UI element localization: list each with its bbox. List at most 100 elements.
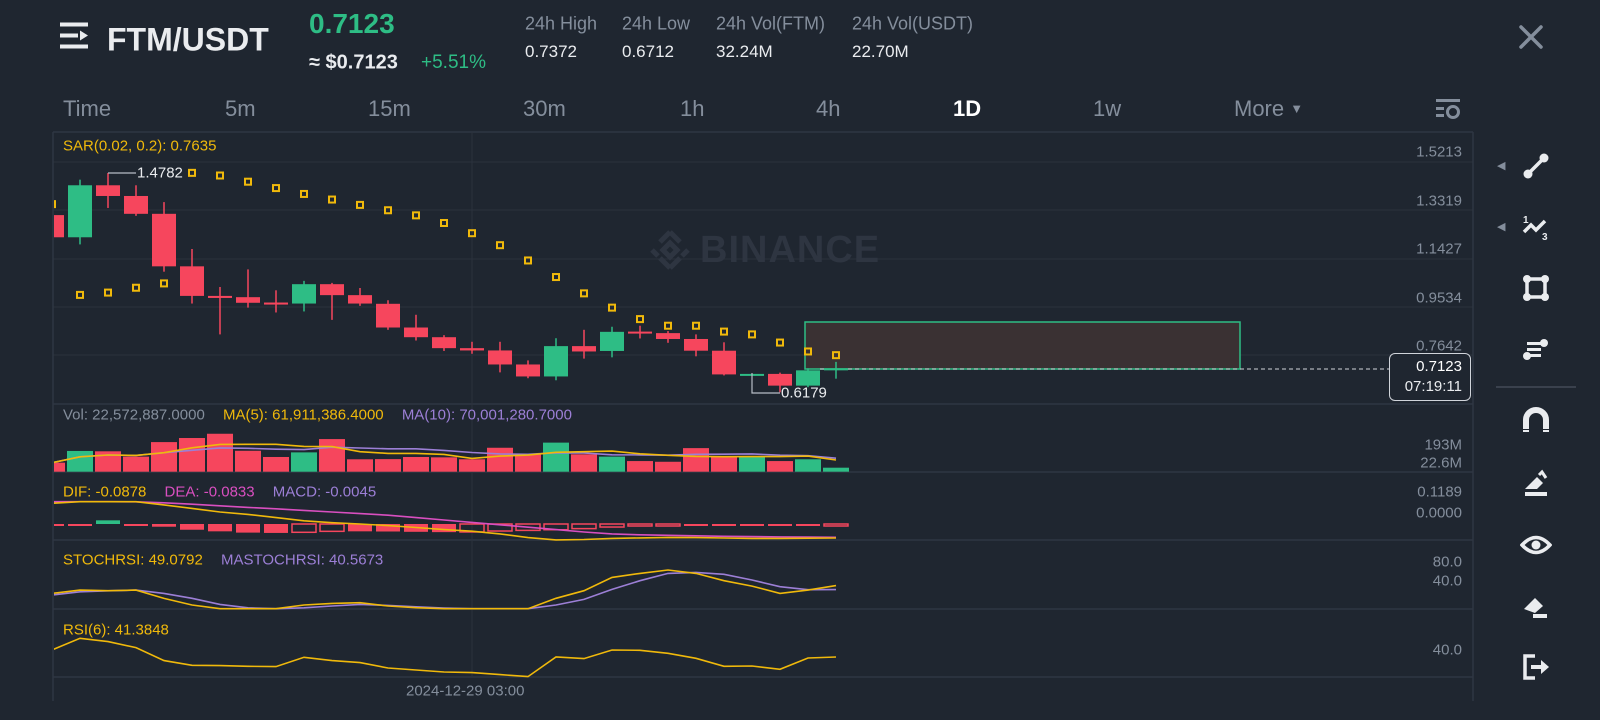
sar-dot: [608, 303, 616, 312]
exit-drawing-tool[interactable]: [1516, 647, 1556, 687]
macd-histogram-bar: [627, 523, 653, 527]
tab-1h[interactable]: 1h: [680, 96, 705, 121]
mastochrsi-label: MASTOCHRSI: 40.5673: [220, 551, 384, 569]
volume-bar: [179, 438, 205, 472]
volume-bar: [263, 456, 289, 472]
macd-histogram-bar: [684, 524, 708, 526]
vol-label: Vol: 22,572,887.0000: [63, 406, 205, 424]
price-axis-tick: 0.9534: [1416, 289, 1462, 307]
tab-more[interactable]: More ▼: [1234, 96, 1303, 122]
sar-dot: [244, 177, 252, 186]
sar-dot: [76, 290, 84, 299]
sar-dot: [748, 330, 756, 339]
exit-icon: [1523, 654, 1549, 680]
close-button[interactable]: [1518, 24, 1544, 55]
magnet-tool[interactable]: [1516, 400, 1556, 440]
price-change: +5.51%: [421, 52, 486, 73]
rsi-line: [54, 637, 837, 678]
tab-time[interactable]: Time: [63, 96, 112, 121]
toolbar-divider: [1496, 386, 1576, 388]
stat-24h-low-value: 0.6712: [622, 42, 674, 61]
sar-dot: [720, 327, 728, 336]
macd-histogram-bar: [432, 524, 456, 533]
stochrsi-labels: STOCHRSI: 49.0792 MASTOCHRSI: 40.5673: [63, 552, 383, 569]
macd-histogram-bar: [768, 524, 792, 526]
macd-histogram-bar: [823, 523, 849, 527]
eraser-tool[interactable]: [1516, 586, 1556, 626]
volume-bar: [571, 454, 597, 472]
macd-histogram-bar: [54, 524, 64, 526]
pair-title[interactable]: FTM/USDT: [107, 21, 269, 58]
drawn-rectangle: [804, 321, 1241, 370]
candle-body: [628, 331, 652, 334]
volume-labels: Vol: 22,572,887.0000 MA(5): 61,911,386.4…: [63, 407, 572, 424]
stat-24h-vol-ftm-value: 32.24M: [716, 42, 773, 61]
binance-watermark: BINANCE: [648, 228, 880, 272]
min-price-marker: [751, 373, 780, 394]
stochrsi-axis-tick: 80.0: [1432, 553, 1462, 571]
stochrsi-line: [54, 569, 837, 610]
tab-4h[interactable]: 4h: [816, 96, 841, 121]
text-note-tool[interactable]: [1516, 329, 1556, 369]
macd-histogram-bar: [740, 524, 764, 526]
rsi-axis-tick: 40.0: [1432, 641, 1462, 659]
tab-1d[interactable]: 1D: [953, 96, 982, 121]
volume-axis-tick: 22.6M: [1420, 454, 1462, 472]
volume-bar: [487, 447, 513, 472]
text-note-icon: [1523, 339, 1548, 360]
rectangle-tool[interactable]: [1516, 268, 1556, 308]
sar-dot: [160, 279, 168, 288]
volume-bar: [54, 462, 65, 472]
macd-histogram-bar: [515, 523, 541, 532]
tab-1w[interactable]: 1w: [1093, 96, 1122, 121]
watermark-text: BINANCE: [700, 228, 881, 271]
volume-ma10-line: [54, 446, 837, 464]
candle-body: [264, 302, 288, 305]
candle-body: [208, 295, 232, 298]
plot-area: [54, 168, 1389, 678]
expand-arrow-icon[interactable]: ◀: [1497, 221, 1506, 233]
expand-arrow-icon[interactable]: ◀: [1497, 160, 1506, 172]
stat-24h-low-label: 24h Low: [622, 13, 691, 34]
volume-bar: [711, 456, 737, 472]
candle-body: [432, 337, 456, 349]
volume-bar: [151, 442, 177, 472]
candle-body: [348, 295, 372, 304]
macd-histogram-bar: [68, 524, 92, 526]
menu-button[interactable]: [60, 22, 92, 54]
volume-bar: [795, 459, 821, 472]
tab-more-label: More: [1234, 96, 1285, 121]
trend-line-tool[interactable]: [1516, 146, 1556, 186]
candle-body: [96, 185, 120, 196]
candle-body: [684, 338, 708, 351]
sar-dot: [132, 283, 140, 292]
chart-settings-button[interactable]: [1436, 98, 1460, 125]
sar-dot: [552, 273, 560, 282]
svg-text:1: 1: [1523, 215, 1529, 226]
binance-logo-icon: [650, 230, 690, 270]
fib-wave-icon: 13: [1522, 215, 1548, 242]
tab-30m[interactable]: 30m: [523, 96, 566, 121]
time-axis-tick: 2024-12-29 03:00: [406, 682, 525, 700]
macd-histogram-bar: [208, 524, 232, 532]
tab-5m[interactable]: 5m: [225, 96, 256, 121]
sar-dot: [188, 168, 196, 177]
volume-bar: [291, 452, 317, 472]
stochrsi-label: STOCHRSI: 49.0792: [63, 551, 203, 569]
candle-body: [320, 284, 344, 296]
sar-label: SAR(0.02, 0.2): 0.7635: [63, 137, 217, 155]
candle-body: [824, 368, 848, 371]
visibility-toggle[interactable]: [1516, 525, 1556, 565]
candle-body: [152, 213, 176, 267]
pencil-tool[interactable]: [1516, 464, 1556, 504]
candle-body: [572, 346, 596, 352]
macd-histogram-bar: [319, 523, 345, 533]
macd-histogram-bar: [599, 523, 625, 528]
last-price: 0.7123: [309, 8, 395, 39]
eraser-icon: [1524, 598, 1547, 618]
volume-bar: [599, 456, 625, 472]
sar-dot: [104, 288, 112, 297]
tab-15m[interactable]: 15m: [368, 96, 411, 121]
